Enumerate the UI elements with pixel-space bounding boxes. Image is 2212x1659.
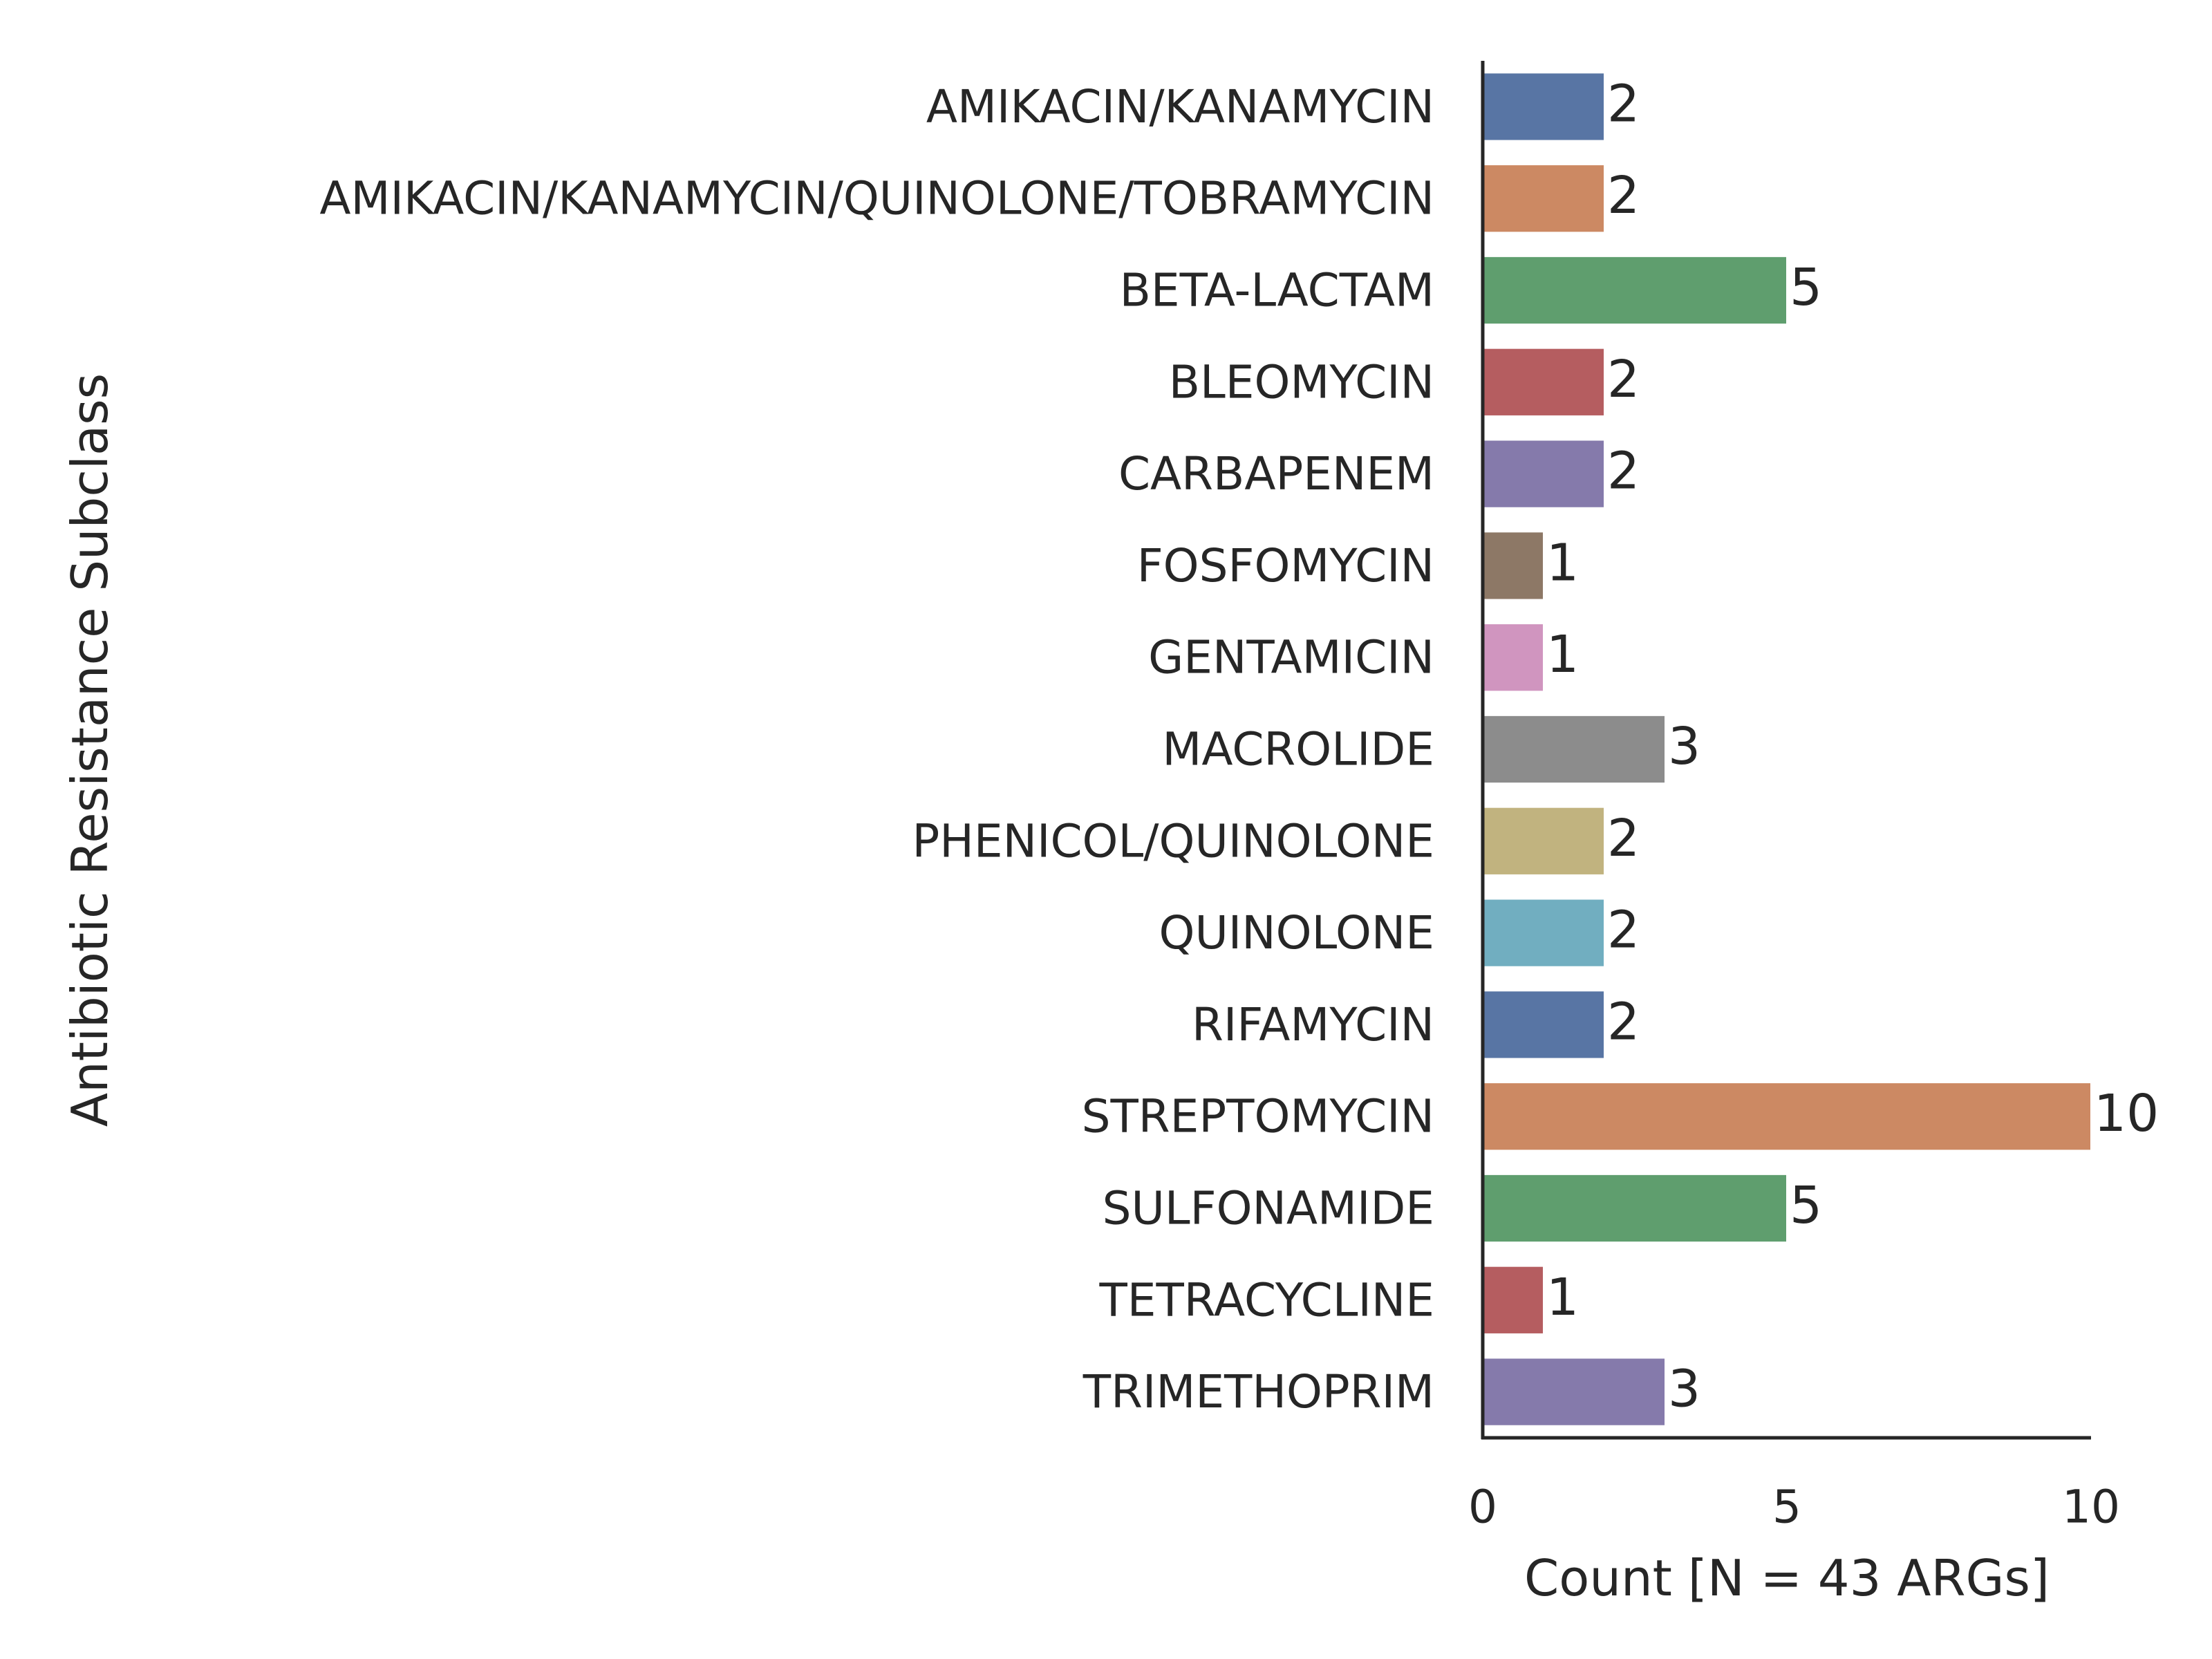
value-label: 2	[1607, 992, 1640, 1051]
category-label: CARBAPENEM	[1118, 447, 1434, 500]
bar	[1482, 164, 1605, 234]
bar	[1482, 898, 1605, 968]
y-axis-title: Antibiotic Resistance Subclass	[61, 373, 119, 1127]
value-label: 1	[1546, 625, 1579, 684]
bar	[1482, 714, 1666, 785]
value-label: 1	[1546, 1268, 1579, 1327]
value-label: 2	[1607, 442, 1640, 501]
category-label: AMIKACIN/KANAMYCIN/QUINOLONE/TOBRAMYCIN	[319, 172, 1434, 225]
x-tick-label: 5	[1772, 1481, 1801, 1534]
bar	[1482, 1265, 1544, 1335]
x-tick-label: 10	[2062, 1481, 2120, 1534]
bar	[1482, 255, 1788, 326]
category-label: GENTAMICIN	[1148, 631, 1434, 684]
category-label: STREPTOMYCIN	[1082, 1090, 1434, 1143]
category-label: BETA-LACTAM	[1120, 264, 1434, 317]
bar	[1482, 1173, 1788, 1244]
value-label: 2	[1607, 74, 1640, 133]
bar	[1482, 531, 1544, 601]
bar	[1482, 1082, 2092, 1152]
category-label: SULFONAMIDE	[1103, 1182, 1434, 1235]
category-label: TETRACYCLINE	[1098, 1273, 1434, 1327]
category-label: BLEOMYCIN	[1169, 355, 1434, 409]
bar	[1482, 347, 1605, 417]
value-label: 1	[1546, 533, 1579, 592]
bar	[1482, 990, 1605, 1060]
category-label: MACROLIDE	[1162, 723, 1434, 776]
value-label: 5	[1790, 258, 1822, 317]
bar	[1482, 623, 1544, 693]
category-label: TRIMETHOPRIM	[1082, 1365, 1434, 1418]
category-label: AMIKACIN/KANAMYCIN	[926, 80, 1434, 133]
value-label: 2	[1607, 166, 1640, 225]
value-label: 10	[2094, 1084, 2159, 1143]
bar	[1482, 1357, 1666, 1427]
bar	[1482, 439, 1605, 509]
category-label: QUINOLONE	[1159, 906, 1434, 959]
value-label: 3	[1668, 717, 1700, 776]
category-label: FOSFOMYCIN	[1137, 539, 1434, 592]
x-tick-label: 0	[1468, 1481, 1497, 1534]
bars-group	[1482, 72, 2092, 1427]
category-label: RIFAMYCIN	[1192, 998, 1434, 1051]
category-labels: AMIKACIN/KANAMYCIN AMIKACIN/KANAMYCIN/QUI…	[319, 80, 1434, 1418]
x-axis-title: Count [N = 43 ARGs]	[1524, 1549, 2050, 1607]
x-tick-labels: 0 5 10	[1468, 1481, 2120, 1534]
value-label: 2	[1607, 901, 1640, 960]
value-label: 2	[1607, 350, 1640, 409]
bar	[1482, 72, 1605, 142]
value-label: 2	[1607, 809, 1640, 868]
bar	[1482, 806, 1605, 876]
value-label: 3	[1668, 1360, 1700, 1419]
value-label: 5	[1790, 1176, 1822, 1235]
category-label: PHENICOL/QUINOLONE	[912, 814, 1435, 868]
